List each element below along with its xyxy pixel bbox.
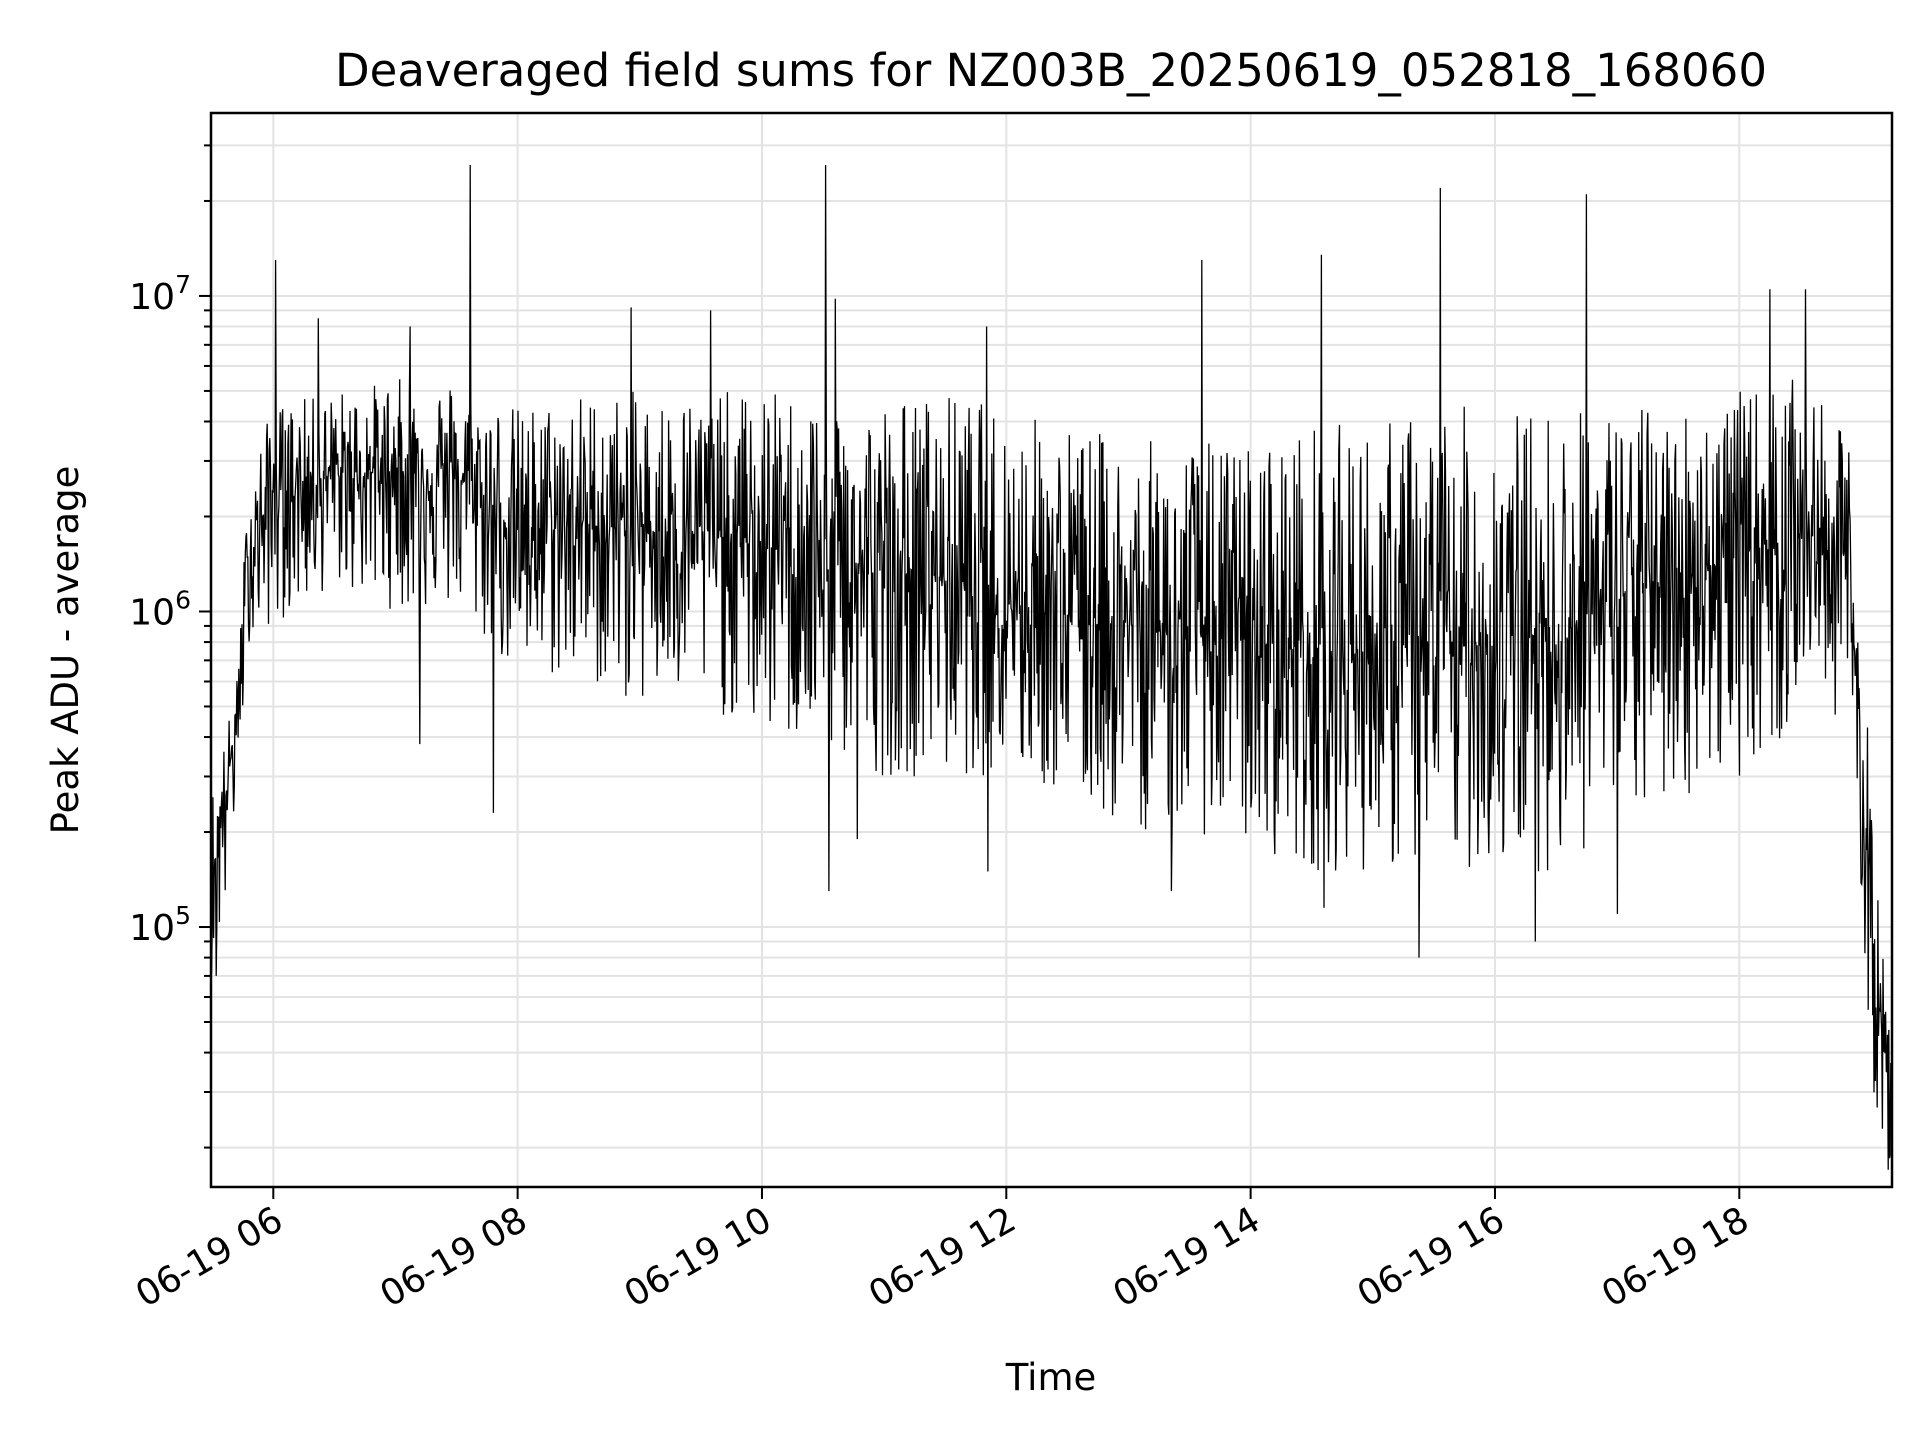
y-tick-label: 107 <box>129 270 191 318</box>
plot-area <box>211 164 1892 1170</box>
y-tick-label: 105 <box>129 901 191 949</box>
grid <box>211 113 1892 1187</box>
series-line <box>211 164 1892 1170</box>
x-axis-label: Time <box>1005 1356 1097 1399</box>
chart-title: Deaveraged field sums for NZ003B_2025061… <box>335 44 1767 97</box>
y-axis-label: Peak ADU - average <box>44 466 87 835</box>
plot-frame <box>209 111 1894 1189</box>
y-tick-label: 106 <box>129 585 191 633</box>
